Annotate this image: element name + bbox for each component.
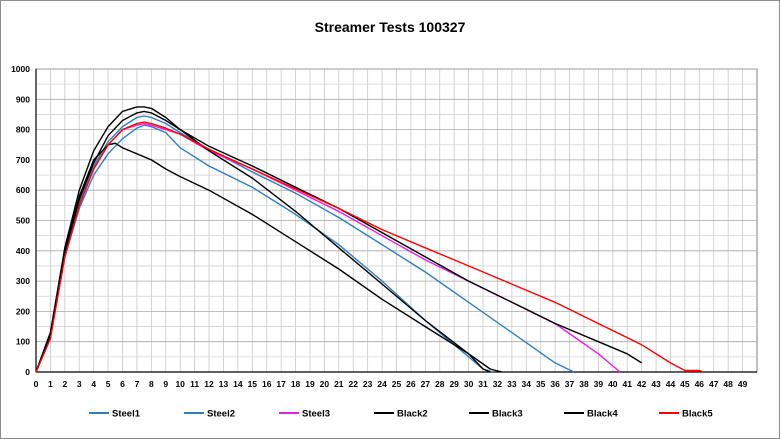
x-tick-label: 25 [392,379,402,389]
y-tick-label: 600 [16,185,30,195]
y-tick-label: 300 [16,276,30,286]
x-tick-label: 8 [149,379,154,389]
x-tick-label: 29 [449,379,459,389]
y-tick-label: 1000 [11,64,30,74]
x-tick-label: 48 [723,379,733,389]
x-tick-label: 18 [291,379,301,389]
x-tick-label: 34 [522,379,532,389]
legend-label: Black3 [492,409,523,420]
x-tick-label: 33 [507,379,517,389]
x-tick-label: 39 [594,379,604,389]
x-tick-label: 23 [363,379,373,389]
chart-title: Streamer Tests 100327 [314,19,466,35]
y-axis-ticks: 0 100 200 300 400 500 600 700 800 900 1000 [11,64,30,377]
legend-label: Black4 [587,409,618,420]
x-tick-label: 6 [120,379,125,389]
x-tick-label: 36 [550,379,560,389]
x-tick-label: 4 [91,379,96,389]
series-line-steel2 [35,115,575,373]
series-lines [35,106,704,373]
x-tick-label: 12 [204,379,214,389]
x-tick-label: 7 [135,379,140,389]
x-tick-label: 49 [738,379,748,389]
y-tick-label: 100 [16,337,30,347]
x-tick-label: 10 [175,379,185,389]
legend: Steel1 Steel2 Steel3 Black2 Black3 Black4 Blac… [89,409,713,420]
x-tick-label: 14 [233,379,243,389]
x-tick-label: 17 [276,379,286,389]
x-tick-label: 26 [406,379,416,389]
x-tick-label: 24 [377,379,387,389]
y-tick-label: 400 [16,246,30,256]
legend-label: Steel3 [302,409,330,420]
x-tick-label: 1 [48,379,53,389]
x-tick-label: 35 [536,379,546,389]
x-axis-ticks: 0 1 2 3 4 5 6 7 8 9 10 11 12 13 14 15 16 17 18 19 20 21 22 23 24… [34,379,748,389]
x-tick-label: 0 [34,379,39,389]
x-tick-label: 15 [248,379,258,389]
legend-label: Steel1 [112,409,141,420]
legend-label: Black5 [682,409,713,420]
x-tick-label: 13 [219,379,229,389]
x-tick-label: 40 [608,379,618,389]
y-tick-label: 800 [16,125,30,135]
series-line-black5 [35,121,704,373]
x-tick-label: 44 [666,379,676,389]
x-tick-label: 16 [262,379,272,389]
x-tick-label: 41 [622,379,632,389]
x-tick-label: 32 [493,379,503,389]
y-tick-label: 900 [16,94,30,104]
series-line-black3 [35,106,502,373]
x-tick-label: 19 [305,379,315,389]
x-tick-label: 43 [651,379,661,389]
x-tick-label: 22 [349,379,359,389]
x-tick-label: 9 [163,379,168,389]
x-tick-label: 11 [190,379,199,389]
x-tick-label: 28 [435,379,445,389]
legend-label: Steel2 [207,409,235,420]
x-tick-label: 42 [637,379,647,389]
y-tick-label: 200 [16,306,30,316]
x-tick-label: 20 [320,379,330,389]
legend-label: Black2 [397,409,428,420]
x-tick-label: 5 [106,379,111,389]
x-tick-label: 21 [334,379,344,389]
x-tick-label: 2 [62,379,67,389]
x-tick-label: 30 [464,379,474,389]
plot-grid [35,68,758,373]
series-line-black4 [35,110,642,373]
x-tick-label: 38 [579,379,589,389]
x-tick-label: 27 [421,379,431,389]
x-tick-label: 31 [478,379,488,389]
x-tick-label: 46 [695,379,705,389]
x-tick-label: 45 [680,379,690,389]
x-tick-label: 47 [709,379,719,389]
series-line-steel1 [35,124,494,373]
y-tick-label: 500 [16,216,30,226]
y-tick-label: 700 [16,155,30,165]
series-line-black2 [35,142,491,373]
y-tick-label: 0 [25,367,30,377]
x-tick-label: 3 [77,379,82,389]
x-tick-label: 37 [565,379,575,389]
